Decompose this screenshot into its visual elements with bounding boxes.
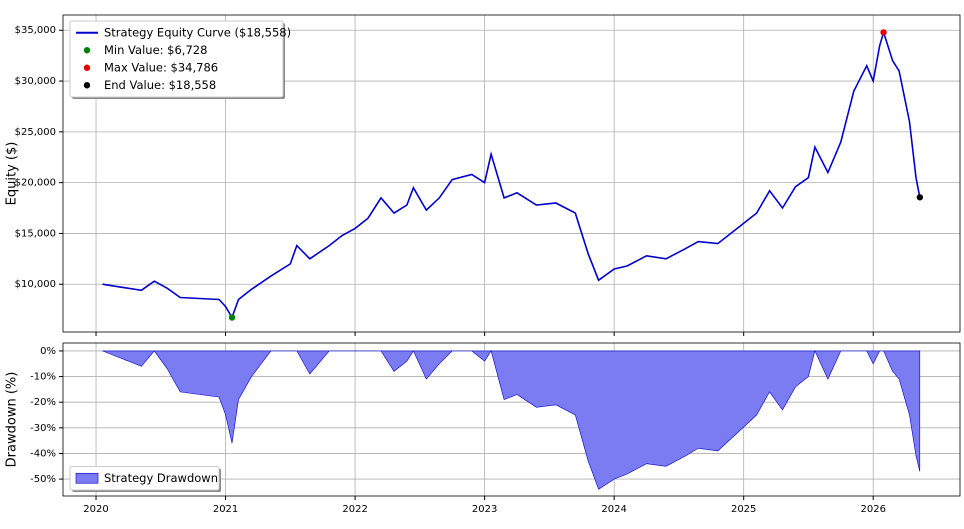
axes-frame xyxy=(62,14,961,333)
y-tick-label: -50% xyxy=(30,474,56,485)
y-tick-label: $15,000 xyxy=(15,228,56,239)
x-tick-label: 2020 xyxy=(83,504,108,515)
point-marker xyxy=(228,314,236,321)
equity-line xyxy=(102,29,921,320)
y-tick-label: -30% xyxy=(30,423,56,434)
x-tick-label: 2023 xyxy=(472,504,497,515)
legend-swatch xyxy=(83,47,91,54)
y-axis-label: Equity ($) xyxy=(5,142,20,206)
x-tick-label: 2022 xyxy=(342,504,367,515)
x-tick-label: 2026 xyxy=(860,504,885,515)
legend-swatch xyxy=(75,472,99,484)
legend-label: Strategy Drawdown xyxy=(104,471,218,485)
axes-frame xyxy=(62,342,961,497)
legend-label: Max Value: $34,786 xyxy=(104,60,218,74)
legend: Strategy Equity Curve ($18,558) Min Value… xyxy=(69,20,291,99)
y-tick-label: $20,000 xyxy=(15,178,56,189)
y-tick-label: -40% xyxy=(30,448,56,459)
legend-swatch xyxy=(83,64,91,71)
x-tick-label: 2025 xyxy=(731,504,756,515)
y-tick-label: $10,000 xyxy=(15,279,56,290)
y-tick-label: $35,000 xyxy=(15,25,56,36)
x-tick-label: 2021 xyxy=(213,504,238,515)
x-tick-label: 2024 xyxy=(601,504,626,515)
legend-swatch xyxy=(83,82,91,89)
legend-label: End Value: $18,558 xyxy=(104,78,216,92)
drawdown-area xyxy=(102,350,921,490)
point-marker xyxy=(880,29,887,36)
legend-label: Min Value: $6,728 xyxy=(104,43,207,57)
legend-label: Strategy Equity Curve ($18,558) xyxy=(104,25,291,39)
legend-box xyxy=(69,466,220,491)
y-axis-label: Drawdown (%) xyxy=(5,372,20,468)
y-tick-label: -10% xyxy=(30,372,56,383)
y-tick-label: $25,000 xyxy=(15,127,56,138)
y-tick-label: $30,000 xyxy=(15,76,56,87)
point-marker xyxy=(916,194,924,201)
y-tick-label: -20% xyxy=(30,397,56,408)
y-tick-label: 0% xyxy=(40,346,56,357)
legend: Strategy Drawdown xyxy=(69,466,221,492)
legend-box xyxy=(69,20,284,98)
